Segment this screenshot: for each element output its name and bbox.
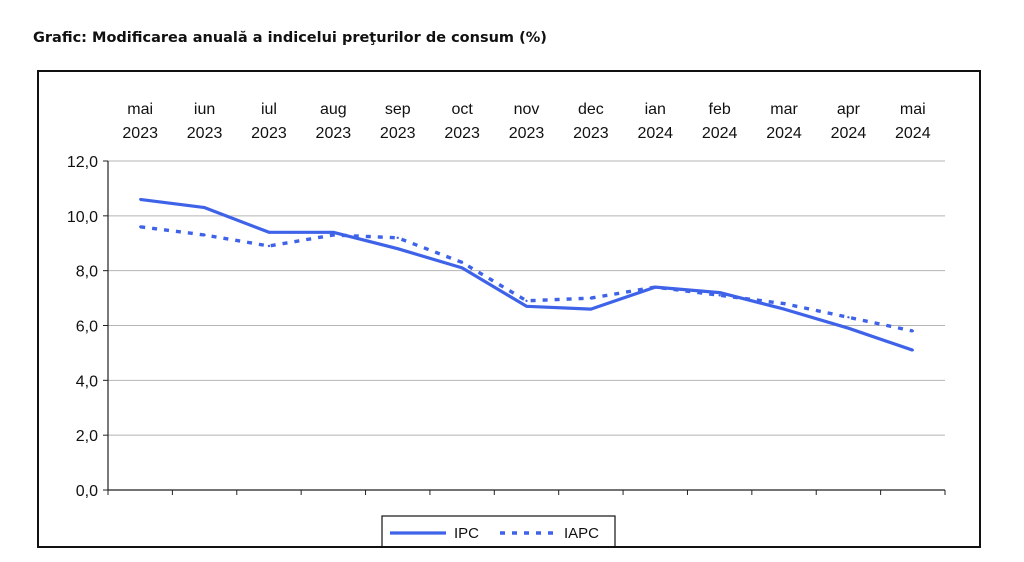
data-point-iapc	[332, 233, 335, 237]
x-tick-label-year: 2023	[444, 125, 480, 142]
x-tick-label-year: 2023	[509, 125, 545, 142]
x-tick-label-month: iul	[261, 101, 277, 118]
x-tick-label-month: mai	[900, 101, 926, 118]
y-tick-label: 2,0	[76, 428, 98, 445]
line-chart: 0,0 2,0 4,0 6,0 8,0 10,0 12,0 mai 2023 iun 2023 iu…	[67, 101, 946, 546]
chart-title: Grafic: Modificarea anuală a indicelui p…	[33, 30, 547, 46]
data-point-iapc	[782, 302, 786, 305]
x-tick-label-month: ian	[645, 101, 666, 118]
x-tick-label-month: apr	[837, 101, 861, 118]
data-point-ipc	[396, 247, 399, 250]
data-point-ipc	[847, 327, 850, 330]
data-point-ipc	[911, 348, 915, 352]
data-point-ipc	[332, 231, 335, 234]
data-point-ipc	[203, 206, 206, 209]
data-point-iapc	[267, 244, 271, 248]
x-tick-label-year: 2023	[122, 125, 158, 142]
x-tick-label-year: 2023	[251, 125, 287, 142]
x-tick-label-year: 2024	[895, 125, 931, 142]
data-point-iapc	[203, 233, 206, 237]
x-axis-labels: mai 2023 iun 2023 iul 2023 aug 2023 sep 2023 oct 20…	[122, 101, 930, 142]
series-lines	[138, 197, 915, 352]
data-point-iapc	[460, 261, 464, 264]
data-point-iapc	[847, 316, 850, 319]
data-point-ipc	[525, 305, 528, 308]
x-tick-label-year: 2023	[187, 125, 223, 142]
y-axis-labels: 0,0 2,0 4,0 6,0 8,0 10,0 12,0	[67, 154, 98, 500]
series-line-ipc	[139, 197, 914, 352]
legend: IPC IAPC	[381, 515, 616, 546]
data-point-iapc	[589, 296, 593, 300]
legend-box	[381, 515, 616, 546]
x-tick-label-year: 2023	[380, 125, 416, 142]
data-point-iapc	[911, 329, 915, 333]
data-point-ipc	[460, 266, 464, 270]
x-tick-label-year: 2024	[766, 125, 802, 142]
chart-frame: 0,0 2,0 4,0 6,0 8,0 10,0 12,0 mai 2023 iun 2023 iu…	[37, 70, 981, 548]
x-tick-label-year: 2023	[316, 125, 352, 142]
y-tick-label: 8,0	[76, 264, 98, 281]
data-point-ipc	[718, 291, 721, 294]
data-point-ipc	[267, 231, 271, 234]
axes	[103, 160, 946, 495]
y-tick-label: 6,0	[76, 319, 98, 336]
x-tick-label-month: mar	[770, 101, 798, 118]
y-tick-label: 4,0	[76, 373, 98, 390]
gridlines	[108, 160, 945, 436]
data-point-ipc	[138, 198, 142, 201]
x-tick-label-month: nov	[514, 101, 540, 118]
data-point-ipc	[782, 307, 786, 311]
y-tick-label: 0,0	[76, 483, 98, 500]
legend-label-iapc: IAPC	[564, 525, 599, 542]
x-tick-label-month: dec	[578, 101, 604, 118]
data-point-iapc	[654, 285, 657, 289]
data-point-ipc	[589, 307, 593, 311]
data-point-iapc	[718, 294, 721, 297]
y-tick-label: 10,0	[67, 209, 98, 226]
x-tick-label-year: 2024	[702, 125, 738, 142]
y-tick-label: 12,0	[67, 154, 98, 171]
x-tick-label-year: 2024	[637, 125, 673, 142]
x-tick-label-month: mai	[127, 101, 153, 118]
x-tick-label-month: sep	[385, 101, 411, 118]
data-point-iapc	[396, 236, 399, 239]
x-tick-label-month: oct	[451, 101, 473, 118]
series-line-iapc	[139, 225, 914, 333]
data-point-iapc	[525, 299, 528, 303]
x-tick-label-year: 2023	[573, 125, 609, 142]
x-tick-label-month: iun	[194, 101, 215, 118]
data-point-iapc	[138, 225, 142, 228]
x-tick-label-month: aug	[320, 101, 347, 118]
legend-label-ipc: IPC	[454, 525, 479, 542]
x-tick-label-month: feb	[709, 101, 731, 118]
x-tick-label-year: 2024	[831, 125, 867, 142]
